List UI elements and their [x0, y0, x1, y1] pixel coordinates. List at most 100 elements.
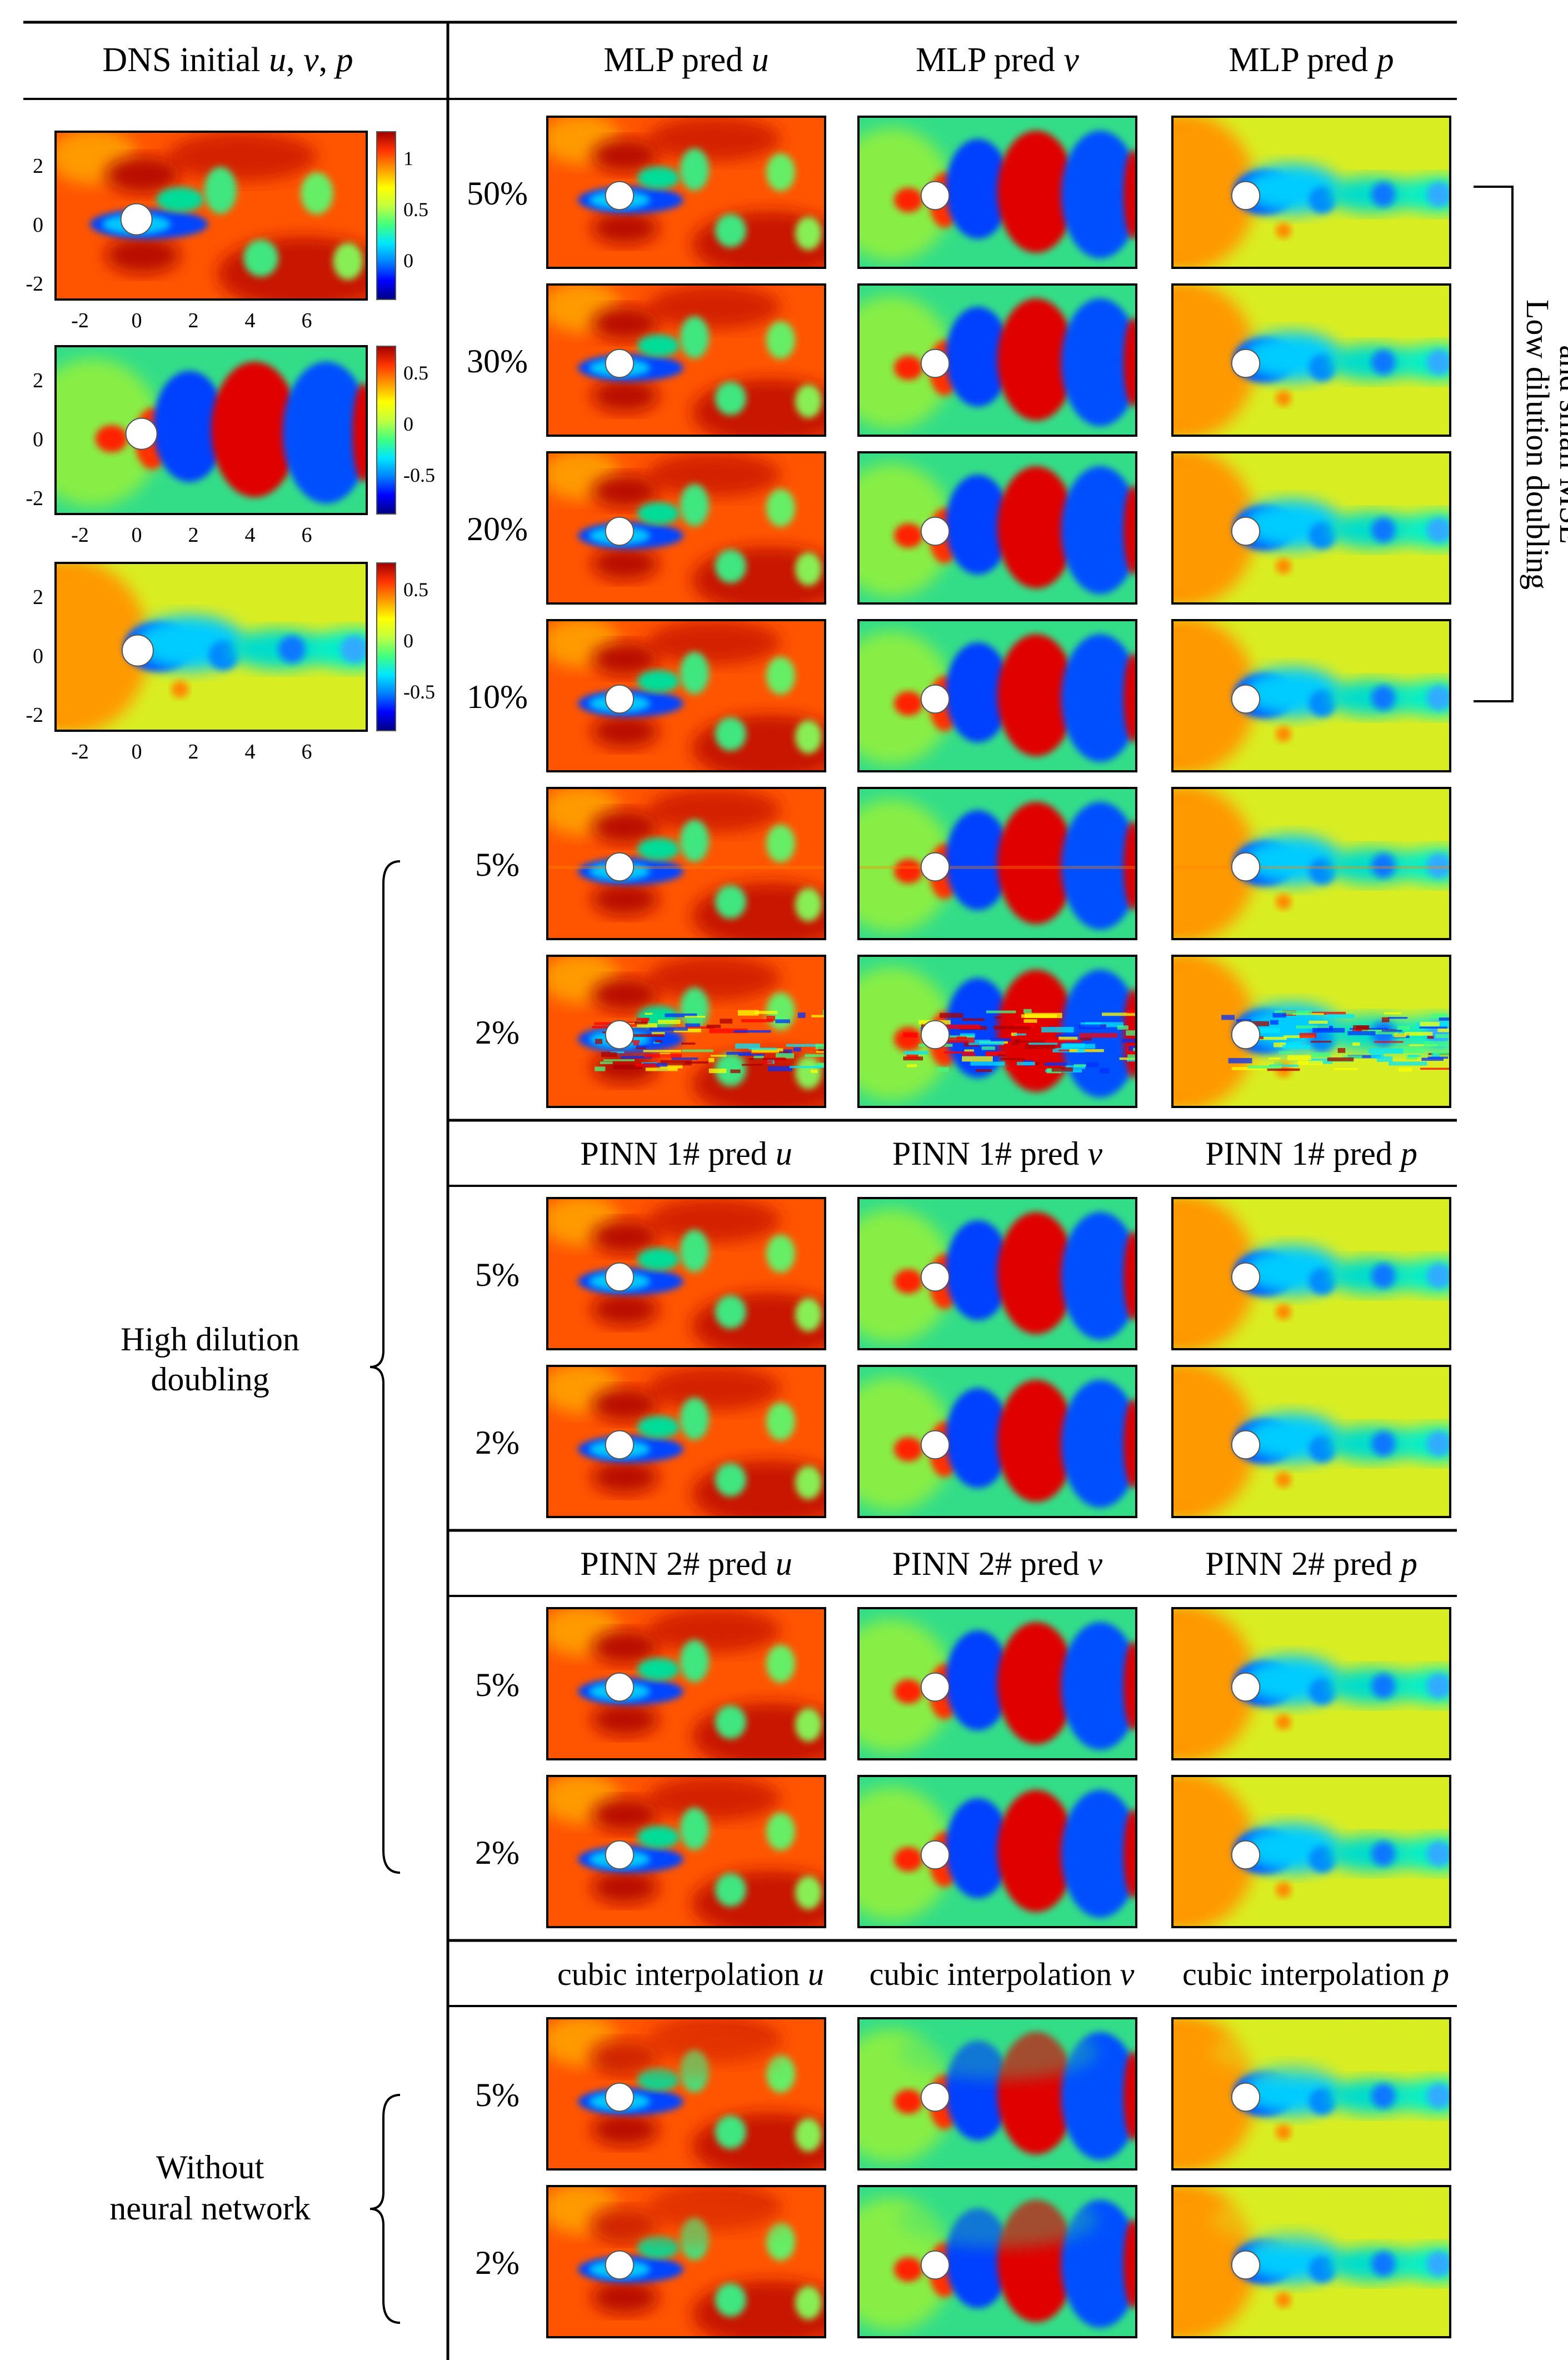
row-label: 50%: [467, 175, 528, 212]
pred-panel-p: [1171, 787, 1451, 940]
pred-panel-u: [546, 787, 826, 940]
col-header-p: MLP pred p: [1229, 41, 1394, 79]
pred-panel-p: [1171, 1775, 1451, 1928]
high-dilution-label: High dilution: [121, 1321, 299, 1358]
pred-panel-v: [857, 1197, 1137, 1350]
pred-panel-p: [1171, 2017, 1451, 2171]
dns-ytick: 2: [33, 369, 43, 392]
dns-xtick: -2: [71, 740, 89, 764]
col-header-u: cubic interpolation u: [557, 1956, 824, 1992]
row-label: 5%: [475, 1667, 520, 1703]
dns-xtick: 4: [245, 523, 256, 547]
dns-ytick: 2: [33, 586, 43, 609]
pred-panel-u: [546, 955, 826, 1108]
pred-panel-v: [857, 2185, 1137, 2338]
pred-panel-u: [546, 619, 826, 772]
row-label: 30%: [467, 343, 528, 380]
pred-panel-p: [1171, 619, 1451, 772]
col-header-u: MLP pred u: [603, 41, 768, 79]
dns-xtick: 6: [302, 309, 312, 332]
colorbar: [376, 346, 396, 515]
dns-xtick: -2: [71, 309, 89, 332]
colorbar-tick: -0.5: [403, 681, 435, 703]
dns-xtick: 6: [302, 740, 312, 764]
dns-ytick: 2: [33, 154, 43, 178]
colorbar-tick: 0.5: [403, 362, 428, 384]
pred-panel-p: [1171, 1607, 1451, 1760]
dns-xtick: 0: [132, 523, 142, 547]
col-header-v: PINN 2# pred v: [892, 1545, 1103, 1582]
pred-panel-v: [857, 1365, 1137, 1518]
pred-panel-p: [1171, 2185, 1451, 2338]
colorbar: [376, 131, 396, 300]
dns-panel-p: [54, 562, 368, 732]
col-header-p: PINN 2# pred p: [1205, 1545, 1417, 1582]
without-nn-label: Without: [156, 2149, 264, 2186]
colorbar-tick: 0: [403, 630, 413, 652]
dns-xtick: 2: [188, 740, 199, 764]
row-label: 2%: [475, 2244, 520, 2281]
pred-panel-u: [546, 1365, 826, 1518]
dns-panel-u: [54, 131, 368, 301]
pred-panel-u: [546, 1197, 826, 1350]
col-header-p: cubic interpolation p: [1182, 1956, 1449, 1992]
dns-ytick: -2: [26, 487, 43, 510]
dns-xtick: 0: [132, 309, 142, 332]
pred-panel-u: [546, 2017, 826, 2171]
pred-panel-v: [857, 1775, 1137, 1928]
dns-ytick: 0: [33, 645, 43, 668]
without-nn-bracket: [369, 2094, 401, 2324]
dns-ytick: -2: [26, 703, 43, 727]
pred-panel-u: [546, 1775, 826, 1928]
colorbar-tick: 0: [403, 250, 413, 272]
high-dilution-bracket: [369, 860, 401, 1874]
col-header-u: PINN 1# pred u: [580, 1135, 792, 1172]
col-header-v: PINN 1# pred v: [892, 1135, 1103, 1172]
pred-panel-p: [1171, 116, 1451, 269]
colorbar: [376, 562, 396, 731]
dns-xtick: 0: [132, 740, 142, 764]
pred-panel-v: [857, 1607, 1137, 1760]
high-dilution-label: doubling: [151, 1361, 269, 1398]
without-nn-label: neural network: [109, 2190, 311, 2227]
dns-panel-v: [54, 345, 368, 515]
colorbar-tick: 1: [403, 147, 413, 169]
pred-panel-u: [546, 116, 826, 269]
colorbar-tick: 0.5: [403, 198, 428, 221]
pred-panel-v: [857, 2017, 1137, 2171]
dns-ytick: -2: [26, 272, 43, 296]
pred-panel-v: [857, 451, 1137, 605]
pred-panel-p: [1171, 283, 1451, 437]
pred-panel-v: [857, 787, 1137, 940]
row-label: 2%: [475, 1424, 520, 1461]
dns-xtick: 4: [245, 309, 256, 332]
col-header-p: PINN 1# pred p: [1205, 1135, 1417, 1172]
row-label: 10%: [467, 678, 528, 715]
colorbar-tick: 0: [403, 413, 413, 435]
pred-panel-v: [857, 955, 1137, 1108]
col-header-v: MLP pred v: [916, 41, 1079, 79]
pred-panel-v: [857, 619, 1137, 772]
dns-xtick: -2: [71, 523, 89, 547]
pred-panel-v: [857, 116, 1137, 269]
dns-ytick: 0: [33, 428, 43, 451]
pred-panel-u: [546, 2185, 826, 2338]
colorbar-tick: 0.5: [403, 578, 428, 601]
pred-panel-v: [857, 283, 1137, 437]
row-label: 2%: [475, 1834, 520, 1871]
pred-panel-p: [1171, 955, 1451, 1108]
low-dilution-label: and small MSE: [1553, 345, 1568, 544]
pred-panel-p: [1171, 451, 1451, 605]
dns-xtick: 2: [188, 523, 199, 547]
dns-header: DNS initial u, v, p: [102, 41, 353, 79]
col-header-u: PINN 2# pred u: [580, 1545, 792, 1582]
pred-panel-u: [546, 451, 826, 605]
pred-panel-p: [1171, 1197, 1451, 1350]
low-dilution-label: Low dilution doubling: [1520, 300, 1556, 590]
pred-panel-p: [1171, 1365, 1451, 1518]
row-label: 20%: [467, 511, 528, 547]
pred-panel-u: [546, 283, 826, 437]
colorbar-tick: -0.5: [403, 464, 435, 486]
dns-xtick: 2: [188, 309, 199, 332]
